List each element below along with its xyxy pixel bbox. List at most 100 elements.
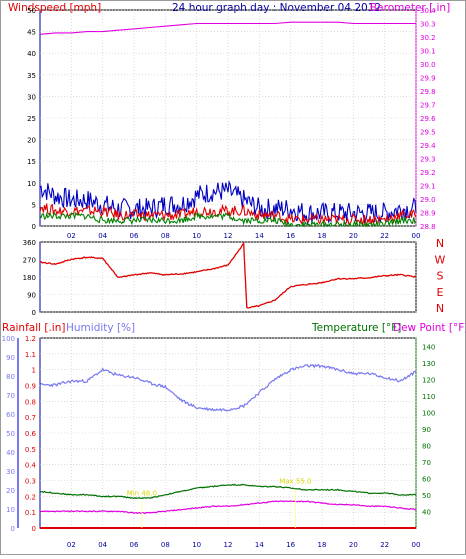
- time-tick-label: 00: [412, 541, 421, 549]
- wind-tick-label: 0: [32, 223, 36, 231]
- humidity-tick-label: 80: [6, 373, 15, 381]
- wind-tick-label: 50: [27, 7, 36, 15]
- rain-tick-label: 0.9: [25, 383, 36, 391]
- baro-tick-label: 28.8: [420, 223, 436, 231]
- series-direction-line: [40, 242, 417, 309]
- series-temp-line: [39, 483, 417, 500]
- chart-title: 24 hour graph day : November 04 2012: [172, 2, 381, 14]
- rain-tick-label: 0.1: [25, 509, 36, 517]
- humidity-tick-label: 40: [6, 449, 15, 457]
- baro-tick-label: 29.8: [420, 88, 436, 96]
- humidity-tick-label: 30: [6, 468, 15, 476]
- rain-tick-label: 0.2: [25, 493, 36, 501]
- wind-tick-label: 5: [32, 201, 36, 209]
- annotation-label: Max 55.0: [279, 478, 311, 486]
- wind-tick-label: 15: [27, 158, 36, 166]
- time-tick-label: 14: [255, 541, 264, 549]
- temp-tick-label: 90: [422, 426, 431, 434]
- compass-label: N: [436, 237, 444, 250]
- baro-tick-label: 29.7: [420, 102, 436, 110]
- series-dew-line: [39, 500, 417, 515]
- time-tick-label: 22: [380, 232, 389, 240]
- time-tick-label: 02: [67, 232, 76, 240]
- rain-tick-label: 1.2: [25, 335, 36, 343]
- time-tick-label: 00: [412, 232, 421, 240]
- time-tick-label: 16: [286, 541, 295, 549]
- rain-tick-label: 0: [32, 525, 36, 533]
- humidity-axis-title: Humidity [%]: [66, 322, 135, 334]
- baro-tick-label: 29.3: [420, 156, 436, 164]
- wind-tick-label: 10: [27, 180, 36, 188]
- baro-tick-label: 29.2: [420, 169, 436, 177]
- series-layer: Min 48.0 Max 55.0: [39, 21, 417, 529]
- baro-tick-label: 30.2: [420, 34, 436, 42]
- baro-tick-label: 29.4: [420, 142, 436, 150]
- humidity-tick-label: 100: [2, 335, 15, 343]
- baro-tick-label: 30.3: [420, 21, 436, 29]
- rain-axis-title: Rainfall [.in]: [2, 322, 65, 334]
- grid-layer: [40, 9, 417, 529]
- time-tick-label: 20: [349, 232, 358, 240]
- baro-tick-label: 29.5: [420, 129, 436, 137]
- baro-axis-title: Barometer [.in]: [370, 2, 450, 14]
- wind-tick-label: 35: [27, 72, 36, 80]
- time-tick-label: 06: [130, 541, 139, 549]
- direction-tick-label: 90: [27, 292, 36, 300]
- temp-tick-label: 80: [422, 442, 431, 450]
- baro-tick-label: 29.0: [420, 196, 436, 204]
- direction-tick-label: 270: [23, 257, 36, 265]
- time-tick-label: 10: [192, 541, 201, 549]
- rain-tick-label: 0.6: [25, 430, 37, 438]
- rain-tick-label: 0.4: [25, 462, 37, 470]
- temp-tick-label: 70: [422, 459, 431, 467]
- temp-tick-label: 60: [422, 475, 431, 483]
- wind-tick-label: 20: [27, 137, 36, 145]
- time-tick-label: 12: [224, 232, 233, 240]
- rain-tick-label: 0.3: [25, 478, 36, 486]
- temp-tick-label: 140: [422, 343, 435, 351]
- baro-tick-label: 29.9: [420, 75, 436, 83]
- humidity-tick-label: 70: [6, 392, 15, 400]
- time-tick-label: 04: [98, 541, 107, 549]
- time-tick-label: 22: [380, 541, 389, 549]
- series-hum-line: [39, 363, 417, 412]
- wind-tick-label: 25: [27, 115, 36, 123]
- temp-tick-label: 40: [422, 508, 431, 516]
- humidity-tick-label: 50: [6, 430, 15, 438]
- rain-tick-label: 0.8: [25, 398, 36, 406]
- temp-tick-label: 120: [422, 376, 435, 384]
- rain-tick-label: 1: [32, 367, 36, 375]
- time-tick-label: 12: [224, 541, 233, 549]
- temp-axis-title: Temperature [°F]: [311, 322, 401, 334]
- tick-layer: 0202040406060808101012121414161618182020…: [2, 7, 446, 549]
- compass-label: S: [437, 270, 444, 283]
- time-tick-label: 10: [192, 232, 201, 240]
- rain-tick-label: 0.5: [25, 446, 36, 454]
- series-windavg-line: [39, 211, 417, 228]
- time-tick-label: 02: [67, 541, 76, 549]
- compass-label: E: [437, 286, 444, 299]
- baro-tick-label: 29.6: [420, 115, 436, 123]
- humidity-tick-label: 0: [11, 525, 15, 533]
- time-tick-label: 06: [130, 232, 139, 240]
- baro-tick-label: 28.9: [420, 210, 436, 218]
- rain-tick-label: 1.1: [25, 351, 36, 359]
- baro-tick-label: 30.4: [420, 7, 436, 15]
- wind-tick-label: 30: [27, 93, 36, 101]
- humidity-tick-label: 90: [6, 354, 15, 362]
- temp-tick-label: 100: [422, 409, 435, 417]
- dew-axis-title: Dew Point [°F]: [393, 322, 466, 334]
- time-tick-label: 14: [255, 232, 264, 240]
- compass-label: W: [435, 253, 446, 266]
- wind-axis-title: Windspeed [mph]: [8, 2, 101, 14]
- time-tick-label: 18: [318, 232, 327, 240]
- wind-tick-label: 40: [27, 50, 36, 58]
- temp-tick-label: 50: [422, 492, 431, 500]
- humidity-tick-label: 10: [6, 506, 15, 514]
- time-tick-label: 18: [318, 541, 327, 549]
- time-tick-label: 08: [161, 541, 170, 549]
- rain-tick-label: 0.7: [25, 414, 36, 422]
